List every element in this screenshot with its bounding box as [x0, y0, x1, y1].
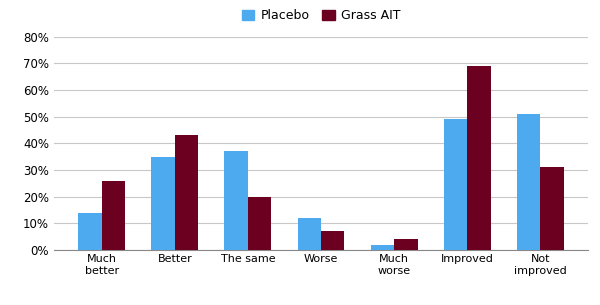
Bar [101, 181, 125, 250]
Bar [467, 66, 491, 250]
Bar [444, 119, 467, 250]
Bar [321, 231, 344, 250]
Bar [248, 197, 271, 250]
Bar [394, 239, 418, 250]
Bar [224, 151, 248, 250]
Bar [298, 218, 321, 250]
Bar [541, 167, 564, 250]
Legend: Placebo, Grass AIT: Placebo, Grass AIT [237, 4, 405, 27]
Bar [151, 157, 175, 250]
Bar [78, 213, 101, 250]
Bar [175, 135, 198, 250]
Bar [371, 245, 394, 250]
Bar [517, 114, 541, 250]
